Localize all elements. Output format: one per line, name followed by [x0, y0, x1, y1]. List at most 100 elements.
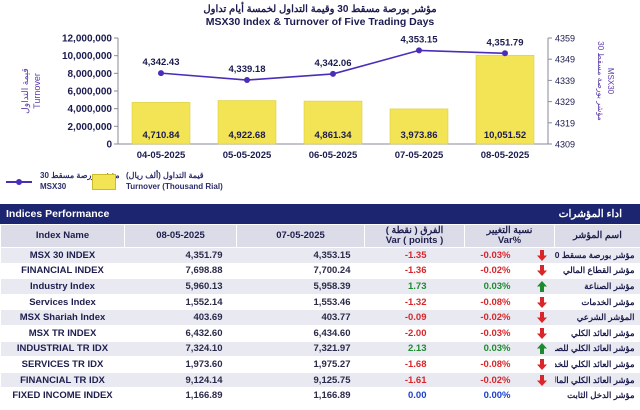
- chart-title-english: MSX30 Index & Turnover of Five Trading D…: [205, 16, 435, 28]
- value-date-2-cell: 1,166.89: [236, 387, 365, 404]
- x-category-label: 04-05-2025: [137, 150, 186, 161]
- x-category-label: 07-05-2025: [395, 150, 444, 161]
- var-percent-cell: -0.02%: [464, 262, 535, 279]
- var-points-cell: 1.73: [364, 278, 465, 295]
- value-date-2-cell: 6,434.60: [236, 324, 365, 342]
- table-row: SERVICES TR IDX 1,973.60 1,975.27 -1.68 -0.0…: [0, 356, 640, 373]
- var-points-cell: -1.32: [364, 293, 465, 310]
- legend-bar-swatch: [92, 174, 116, 190]
- var-points-cell: 2.13: [364, 340, 465, 357]
- col-header-var-pct: نسبة التغيير Var%: [464, 224, 555, 248]
- var-points-cell: -1.61: [364, 371, 465, 388]
- col-header-date-1: 08-05-2025: [124, 224, 237, 248]
- col-header-index-name: Index Name: [0, 224, 125, 248]
- col-header-var-ar: الفرق ( نقطة ): [385, 225, 444, 236]
- index-name-ar-cell: مؤشر العائد الكلي للصناعة: [554, 340, 640, 357]
- arrow-down-icon: [534, 247, 555, 264]
- index-name-ar-cell: مؤشر بورصة مسقط 30: [554, 247, 640, 264]
- right-axis-title-en: MSX30: [606, 68, 615, 95]
- msx30-point-label: 4,351.79: [487, 37, 524, 48]
- var-percent-cell: 0.03%: [464, 278, 535, 295]
- var-percent-cell: -0.03%: [464, 324, 535, 342]
- var-percent-cell: -0.02%: [464, 371, 535, 388]
- legend-msx30-label-ar: مؤشر بورصة مسقط 30: [40, 171, 120, 180]
- index-name-ar-cell: مؤشر العائد الكلي: [554, 324, 640, 342]
- msx30-turnover-chart: 0 2,000,000 4,000,000 6,000,000 8,000,000 10,…: [20, 34, 615, 162]
- value-date-1-cell: 1,166.89: [124, 387, 237, 404]
- value-date-1-cell: 4,351.79: [124, 247, 237, 264]
- table-row: MSX 30 INDEX 4,351.79 4,353.15 -1.35 -0.03% م…: [0, 247, 640, 264]
- var-percent-cell: -0.02%: [464, 309, 535, 326]
- var-points-cell: -1.36: [364, 262, 465, 279]
- value-date-1-cell: 7,324.10: [124, 340, 237, 357]
- table-row: FIXED INCOME INDEX 1,166.89 1,166.89 0.00 0.…: [0, 387, 640, 404]
- var-percent-cell: -0.03%: [464, 247, 535, 264]
- value-date-2-cell: 403.77: [236, 309, 365, 326]
- index-name-ar-cell: مؤشر الخدمات: [554, 293, 640, 310]
- value-date-1-cell: 1,552.14: [124, 293, 237, 310]
- table-row: Industry Index 5,960.13 5,958.39 1.73 0.03% م…: [0, 278, 640, 295]
- msx30-point: [244, 77, 250, 84]
- table-row: FINANCIAL INDEX 7,698.88 7,700.24 -1.36 -0.0…: [0, 262, 640, 279]
- var-points-cell: 0.00: [364, 387, 465, 404]
- left-tick-label: 10,000,000: [62, 51, 112, 62]
- legend-line-swatch: [6, 179, 32, 185]
- var-percent-cell: 0.03%: [464, 340, 535, 357]
- index-name-ar-cell: مؤشر الدخل الثابت: [554, 387, 640, 404]
- no-change-icon: [534, 387, 555, 404]
- var-points-cell: -1.35: [364, 247, 465, 264]
- msx30-point: [330, 70, 336, 77]
- value-date-2-cell: 4,353.15: [236, 247, 365, 264]
- var-percent-cell: 0.00%: [464, 387, 535, 404]
- turnover-bar-label: 4,710.84: [143, 130, 181, 141]
- table-row: MSX Shariah Index 403.69 403.77 -0.09 -0.02%…: [0, 309, 640, 326]
- index-name-cell: FINANCIAL INDEX: [0, 262, 125, 279]
- table-row: INDUSTRIAL TR IDX 7,324.10 7,321.97 2.13 0.0…: [0, 340, 640, 357]
- index-name-ar-cell: مؤشر العائد الكلي للخدمات: [554, 356, 640, 373]
- msx30-point-label: 4,353.15: [401, 34, 439, 45]
- col-header-pct-en: Var%: [497, 235, 522, 246]
- legend-turnover-label-en: Turnover (Thousand Rial): [126, 182, 223, 191]
- col-header-index-name-ar: اسم المؤشر: [554, 224, 640, 248]
- left-tick-label: 2,000,000: [68, 122, 113, 133]
- var-points-cell: -2.00: [364, 324, 465, 342]
- col-header-date-2: 07-05-2025: [236, 224, 365, 248]
- left-tick-label: 0: [106, 140, 112, 151]
- table-row: Services Index 1,552.14 1,553.46 -1.32 -0.08…: [0, 293, 640, 310]
- arrow-up-icon: [534, 340, 555, 357]
- msx30-point-label: 4,339.18: [229, 64, 266, 75]
- turnover-bar-label: 3,973.86: [401, 130, 438, 141]
- value-date-1-cell: 403.69: [124, 309, 237, 326]
- msx30-point: [158, 70, 164, 77]
- turnover-bar: [389, 108, 449, 145]
- index-name-cell: Industry Index: [0, 278, 125, 295]
- turnover-bar: [475, 54, 535, 145]
- index-name-cell: MSX Shariah Index: [0, 309, 125, 326]
- index-name-cell: MSX TR INDEX: [0, 324, 125, 342]
- index-name-cell: SERVICES TR IDX: [0, 356, 125, 373]
- turnover-bar: [217, 100, 277, 145]
- index-name-ar-cell: مؤشر العائد الكلي المالي: [554, 371, 640, 388]
- right-tick-label: 4329: [555, 97, 575, 107]
- turnover-bar-label: 4,861.34: [315, 130, 353, 141]
- arrow-down-icon: [534, 309, 555, 326]
- x-category-label: 08-05-2025: [481, 150, 530, 161]
- section-title-english: Indices Performance: [6, 208, 110, 220]
- arrow-down-icon: [534, 371, 555, 388]
- msx30-point: [502, 50, 508, 57]
- index-name-cell: FIXED INCOME INDEX: [0, 387, 125, 404]
- left-axis-title-ar: قيمة التداول: [20, 68, 31, 114]
- arrow-down-icon: [534, 356, 555, 373]
- col-header-var-points: الفرق ( نقطة ) Var ( points ): [364, 224, 465, 248]
- arrow-down-icon: [534, 293, 555, 310]
- var-percent-cell: -0.08%: [464, 293, 535, 310]
- indices-table: Index Name 08-05-2025 07-05-2025 الفرق (…: [0, 224, 640, 404]
- col-header-var-en: Var ( points ): [385, 235, 444, 246]
- indices-performance-header: Indices Performance اداء المؤشرات: [0, 204, 640, 224]
- left-tick-label: 6,000,000: [68, 87, 113, 98]
- x-category-label: 05-05-2025: [223, 150, 272, 161]
- left-axis-title-en: Turnover: [32, 73, 42, 109]
- value-date-2-cell: 7,321.97: [236, 340, 365, 357]
- right-axis-title-ar: مؤشر بورصة مسقط 30: [596, 41, 605, 120]
- section-title-arabic: اداء المؤشرات: [558, 208, 622, 220]
